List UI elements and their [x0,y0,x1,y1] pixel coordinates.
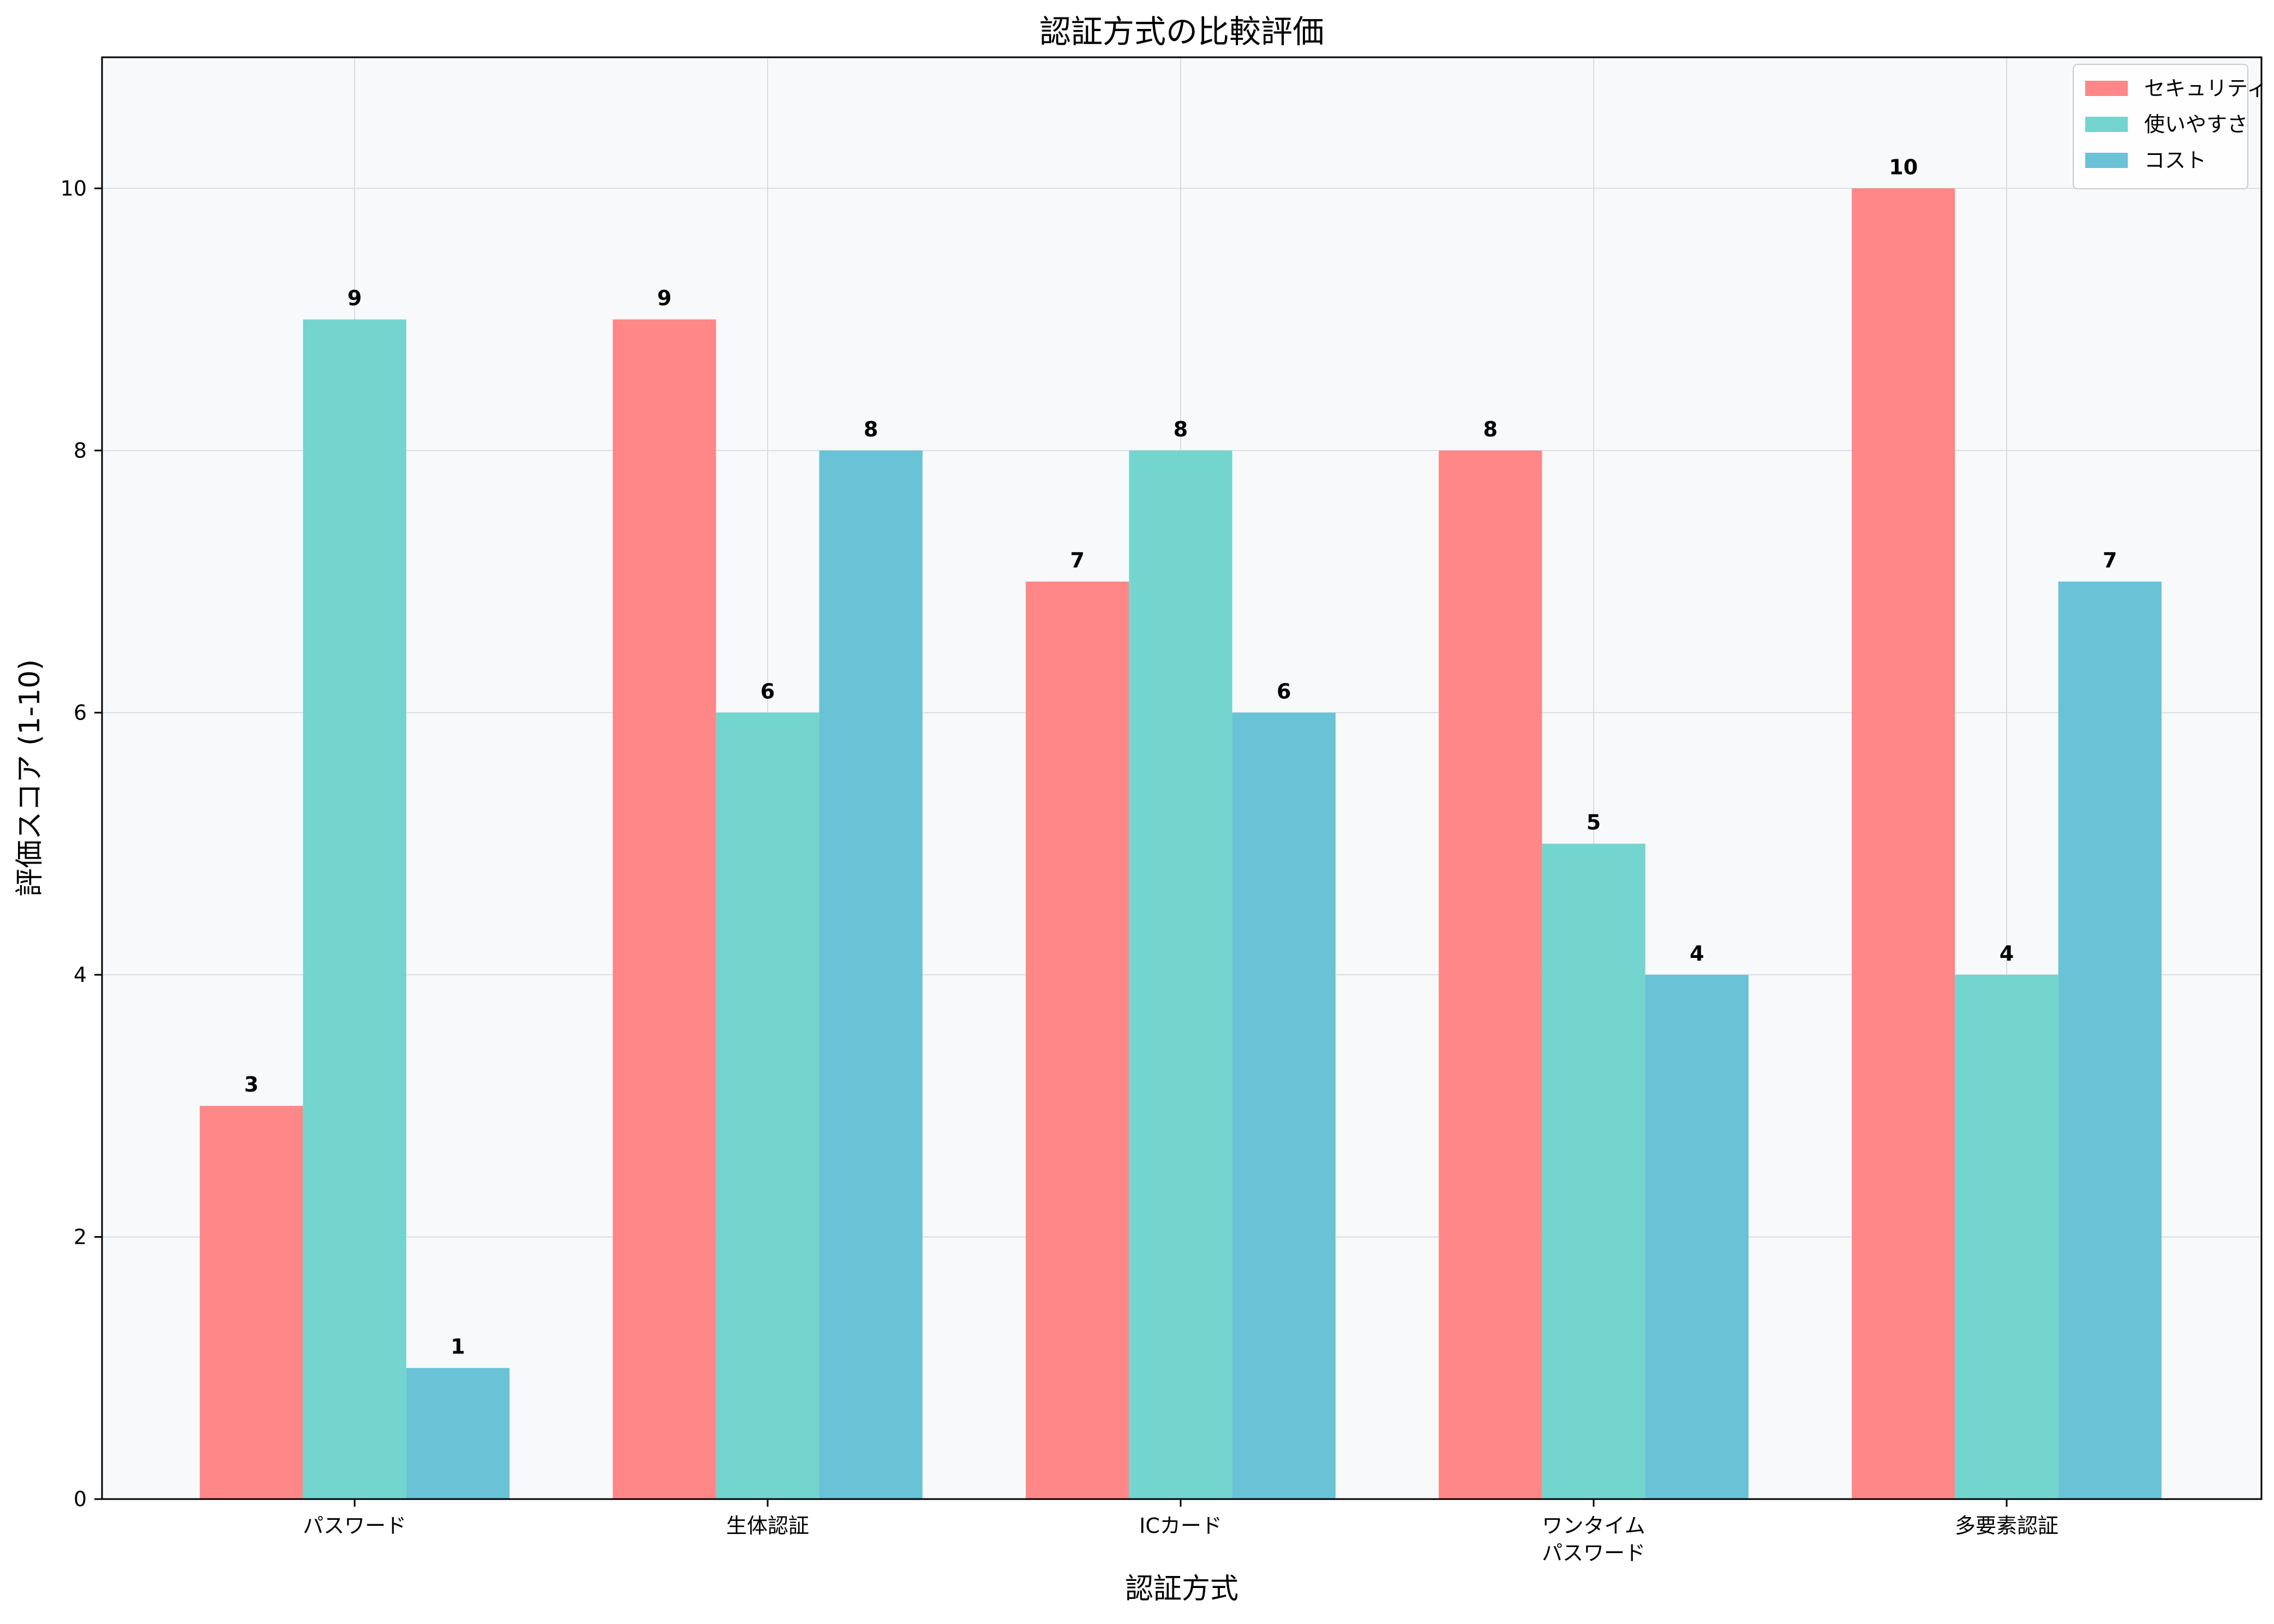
x-tick-label: パスワード [303,1514,406,1538]
data-label: 6 [1277,679,1291,703]
data-label: 7 [2103,548,2117,572]
bar [1232,712,1336,1499]
data-label: 9 [348,286,362,310]
bar [1645,974,1749,1499]
y-axis-label: 評価スコア (1-10) [14,659,46,896]
legend-label: コスト [2144,148,2206,172]
y-tick-label: 8 [74,439,87,463]
y-tick-label: 4 [74,963,87,987]
bar [1955,974,2058,1499]
bar [303,319,406,1500]
y-tick-label: 6 [74,700,87,724]
legend-swatch [2085,81,2128,96]
legend-label: 使いやすさ [2144,112,2248,136]
x-tick-label-line: パスワード [1542,1541,1645,1565]
bar [1026,582,1129,1499]
legend-label: セキュリティ [2144,76,2267,100]
x-tick-label-line: ワンタイム [1542,1514,1645,1538]
data-label: 3 [244,1072,259,1096]
bar [200,1106,303,1499]
legend-swatch [2085,153,2128,168]
plot-frame [101,56,2263,1500]
bar [1852,188,1955,1500]
bar [2058,582,2162,1499]
y-tick-label: 0 [74,1487,87,1511]
data-label: 10 [1889,155,1918,179]
legend-swatch [2085,117,2128,132]
x-tick-label: ICカード [1139,1514,1222,1538]
y-tick-label: 2 [74,1225,87,1249]
bar [406,1368,510,1499]
x-axis-label: 認証方式 [1125,1573,1238,1605]
chart-title: 認証方式の比較評価 [1039,13,1324,50]
data-label: 4 [2000,942,2014,966]
x-tick-label: 生体認証 [726,1514,809,1538]
bars [200,188,2162,1500]
x-tick-label-line: パスワード [303,1514,406,1538]
bar [716,712,819,1499]
bar [613,319,716,1500]
data-label: 6 [761,679,775,703]
data-label: 8 [864,417,878,441]
data-label: 7 [1070,548,1085,572]
bar [1542,843,1645,1499]
bar [1129,450,1232,1500]
data-label: 1 [451,1335,465,1359]
data-label: 9 [657,286,672,310]
x-tick-label: 多要素認証 [1955,1514,2058,1538]
bar [819,450,923,1500]
y-axis-ticks: 0 2 4 6 8 10 [61,176,102,1511]
bar [1439,450,1542,1500]
x-tick-label-line: 多要素認証 [1955,1514,2058,1538]
data-label: 8 [1174,417,1188,441]
data-label: 4 [1690,942,1704,966]
data-label: 8 [1483,417,1498,441]
y-tick-label: 10 [61,176,87,200]
data-label: 5 [1587,811,1601,835]
x-tick-label: ワンタイムパスワード [1542,1514,1645,1565]
x-tick-label-line: 生体認証 [726,1514,809,1538]
x-tick-label-line: ICカード [1139,1514,1222,1538]
data-labels: 3 9 7 8 10 9 6 8 5 4 1 8 6 4 7 [244,155,2117,1358]
